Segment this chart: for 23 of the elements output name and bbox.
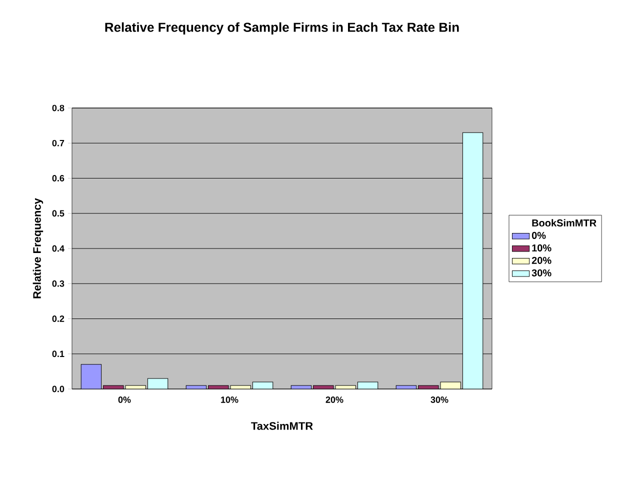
legend-title: BookSimMTR — [532, 219, 596, 227]
y-tick-label: 0.2 — [52, 316, 64, 322]
x-tick-label: 0% — [118, 396, 131, 403]
y-tick-label: 0.1 — [52, 350, 64, 358]
bar — [462, 132, 484, 389]
bar — [80, 364, 102, 389]
x-axis-title: TaxSimMTR — [251, 422, 313, 430]
y-tick-label: 0.0 — [52, 386, 64, 392]
y-axis-title: Relative Frequency — [32, 198, 44, 298]
y-tick-label: 0.4 — [52, 245, 64, 252]
legend-label: 10% — [532, 244, 552, 252]
legend-label: 30% — [532, 269, 552, 276]
y-tick-label: 0.6 — [52, 175, 64, 182]
legend-label: 0% — [532, 232, 546, 239]
y-tick-label: 0.3 — [52, 280, 64, 287]
chart-title: Relative Frequency of Sample Firms in Each Tax Rate Bin — [105, 22, 459, 34]
legend-label: 20% — [532, 256, 552, 264]
x-tick-label: 20% — [326, 396, 344, 403]
y-tick-label: 0.8 — [52, 104, 64, 112]
y-tick-label: 0.5 — [52, 210, 64, 217]
x-tick-label: 10% — [221, 396, 238, 403]
y-tick-label: 0.7 — [52, 140, 64, 146]
x-tick-label: 30% — [430, 396, 448, 403]
